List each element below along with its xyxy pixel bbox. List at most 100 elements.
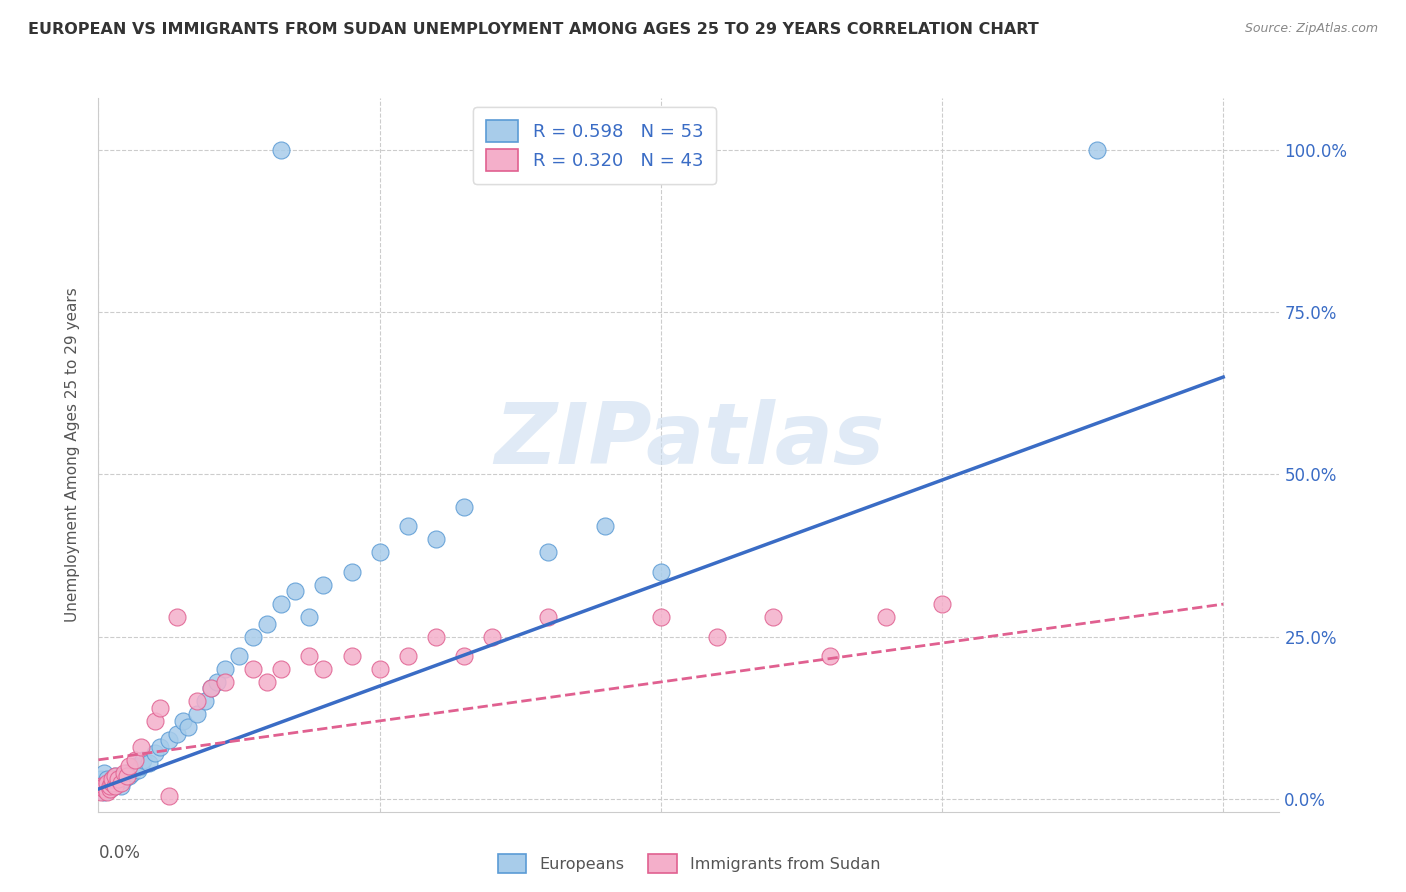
Point [98, 779, 121, 793]
Point [340, 565, 363, 579]
Point [172, 714, 194, 728]
Point [107, 772, 129, 787]
Point [166, 610, 188, 624]
Point [124, 753, 146, 767]
Point [312, 662, 335, 676]
Point [312, 577, 335, 591]
Point [242, 630, 264, 644]
Point [453, 648, 475, 663]
Point [453, 500, 475, 514]
Point [93, 779, 115, 793]
Point [118, 759, 141, 773]
Point [340, 648, 363, 663]
Point [186, 707, 208, 722]
Text: EUROPEAN VS IMMIGRANTS FROM SUDAN UNEMPLOYMENT AMONG AGES 25 TO 29 YEARS CORRELA: EUROPEAN VS IMMIGRANTS FROM SUDAN UNEMPL… [28, 22, 1039, 37]
Point [149, 739, 172, 754]
Point [93, 785, 115, 799]
Point [205, 675, 228, 690]
Legend: R = 0.598   N = 53, R = 0.320   N = 43: R = 0.598 N = 53, R = 0.320 N = 43 [472, 107, 716, 184]
Point [96, 772, 118, 787]
Point [762, 610, 785, 624]
Point [98, 782, 121, 797]
Point [96, 775, 118, 789]
Point [143, 747, 166, 761]
Point [138, 756, 160, 770]
Point [96, 785, 118, 799]
Point [110, 779, 132, 793]
Point [284, 584, 307, 599]
Point [96, 779, 118, 793]
Point [368, 545, 391, 559]
Text: 0.0%: 0.0% [98, 844, 141, 862]
Point [177, 720, 200, 734]
Point [104, 769, 127, 783]
Y-axis label: Unemployment Among Ages 25 to 29 years: Unemployment Among Ages 25 to 29 years [65, 287, 80, 623]
Point [101, 772, 124, 787]
Point [107, 772, 129, 787]
Point [931, 597, 953, 611]
Point [157, 733, 180, 747]
Point [270, 597, 292, 611]
Point [149, 701, 172, 715]
Point [127, 763, 149, 777]
Legend: Europeans, Immigrants from Sudan: Europeans, Immigrants from Sudan [491, 847, 887, 880]
Point [110, 775, 132, 789]
Point [396, 648, 419, 663]
Point [112, 765, 135, 780]
Point [425, 533, 447, 547]
Text: ZIPatlas: ZIPatlas [494, 399, 884, 483]
Point [214, 662, 236, 676]
Point [228, 648, 250, 663]
Point [143, 714, 166, 728]
Point [818, 648, 841, 663]
Point [200, 681, 222, 696]
Point [104, 769, 127, 783]
Point [256, 616, 278, 631]
Point [270, 662, 292, 676]
Point [650, 565, 672, 579]
Point [90, 785, 112, 799]
Point [101, 775, 124, 789]
Point [93, 765, 115, 780]
Point [90, 779, 112, 793]
Point [90, 772, 112, 787]
Point [298, 610, 321, 624]
Point [1085, 143, 1108, 157]
Point [157, 789, 180, 803]
Point [214, 675, 236, 690]
Point [101, 772, 124, 787]
Point [298, 648, 321, 663]
Point [256, 675, 278, 690]
Point [537, 545, 560, 559]
Point [194, 694, 217, 708]
Point [636, 143, 658, 157]
Point [115, 765, 138, 780]
Point [368, 662, 391, 676]
Point [650, 610, 672, 624]
Point [242, 662, 264, 676]
Point [129, 759, 152, 773]
Point [706, 630, 728, 644]
Point [110, 769, 132, 783]
Point [593, 519, 616, 533]
Point [132, 753, 155, 767]
Point [875, 610, 897, 624]
Point [101, 775, 124, 789]
Point [481, 630, 503, 644]
Point [104, 779, 127, 793]
Point [121, 765, 143, 780]
Point [98, 779, 121, 793]
Point [118, 769, 141, 783]
Point [90, 779, 112, 793]
Point [115, 769, 138, 783]
Point [537, 610, 560, 624]
Point [104, 779, 127, 793]
Point [98, 782, 121, 797]
Point [124, 759, 146, 773]
Point [93, 782, 115, 797]
Point [425, 630, 447, 644]
Point [107, 775, 129, 789]
Point [200, 681, 222, 696]
Point [129, 739, 152, 754]
Point [112, 772, 135, 787]
